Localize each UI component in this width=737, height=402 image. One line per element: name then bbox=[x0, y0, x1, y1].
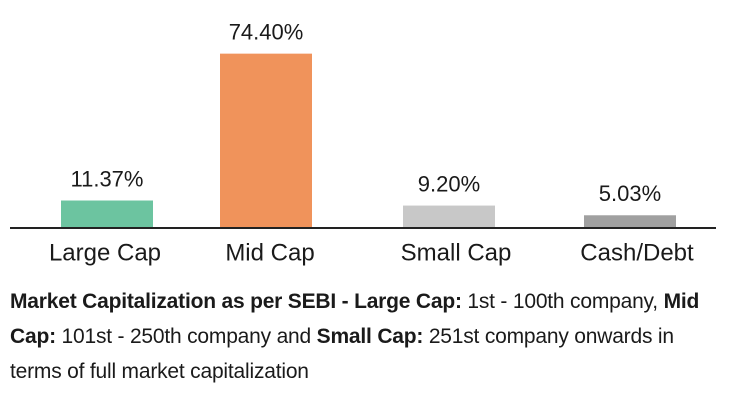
bar bbox=[403, 205, 495, 227]
note-text: 251st company onwards in terms of full m… bbox=[10, 325, 674, 383]
value-label: 9.20% bbox=[418, 171, 480, 196]
bar bbox=[220, 53, 312, 228]
x-tick-label: Mid Cap bbox=[225, 239, 314, 266]
footnote: Market Capitalization as per SEBI - Larg… bbox=[10, 284, 726, 389]
note-text: 1st - 100th company, bbox=[461, 290, 664, 313]
x-tick-label: Cash/Debt bbox=[580, 239, 694, 266]
note-bold: Mid Cap: bbox=[10, 290, 700, 348]
x-tick-label: Small Cap bbox=[401, 239, 512, 266]
note-text: 101st - 250th company and bbox=[55, 325, 317, 348]
note-bold: Small Cap: bbox=[316, 325, 424, 348]
bar bbox=[61, 200, 153, 227]
value-label: 74.40% bbox=[229, 19, 304, 44]
chart: 11.37% Large Cap 74.40% Mid Cap 9.20% Small C… bbox=[10, 19, 716, 266]
x-tick-label: Large Cap bbox=[49, 239, 161, 266]
value-label: 11.37% bbox=[71, 166, 144, 191]
value-label: 5.03% bbox=[599, 181, 661, 206]
note-bold: Large Cap: bbox=[354, 290, 462, 313]
note-bold: Market Capitalization as per SEBI - bbox=[10, 290, 355, 313]
bar bbox=[584, 215, 676, 227]
